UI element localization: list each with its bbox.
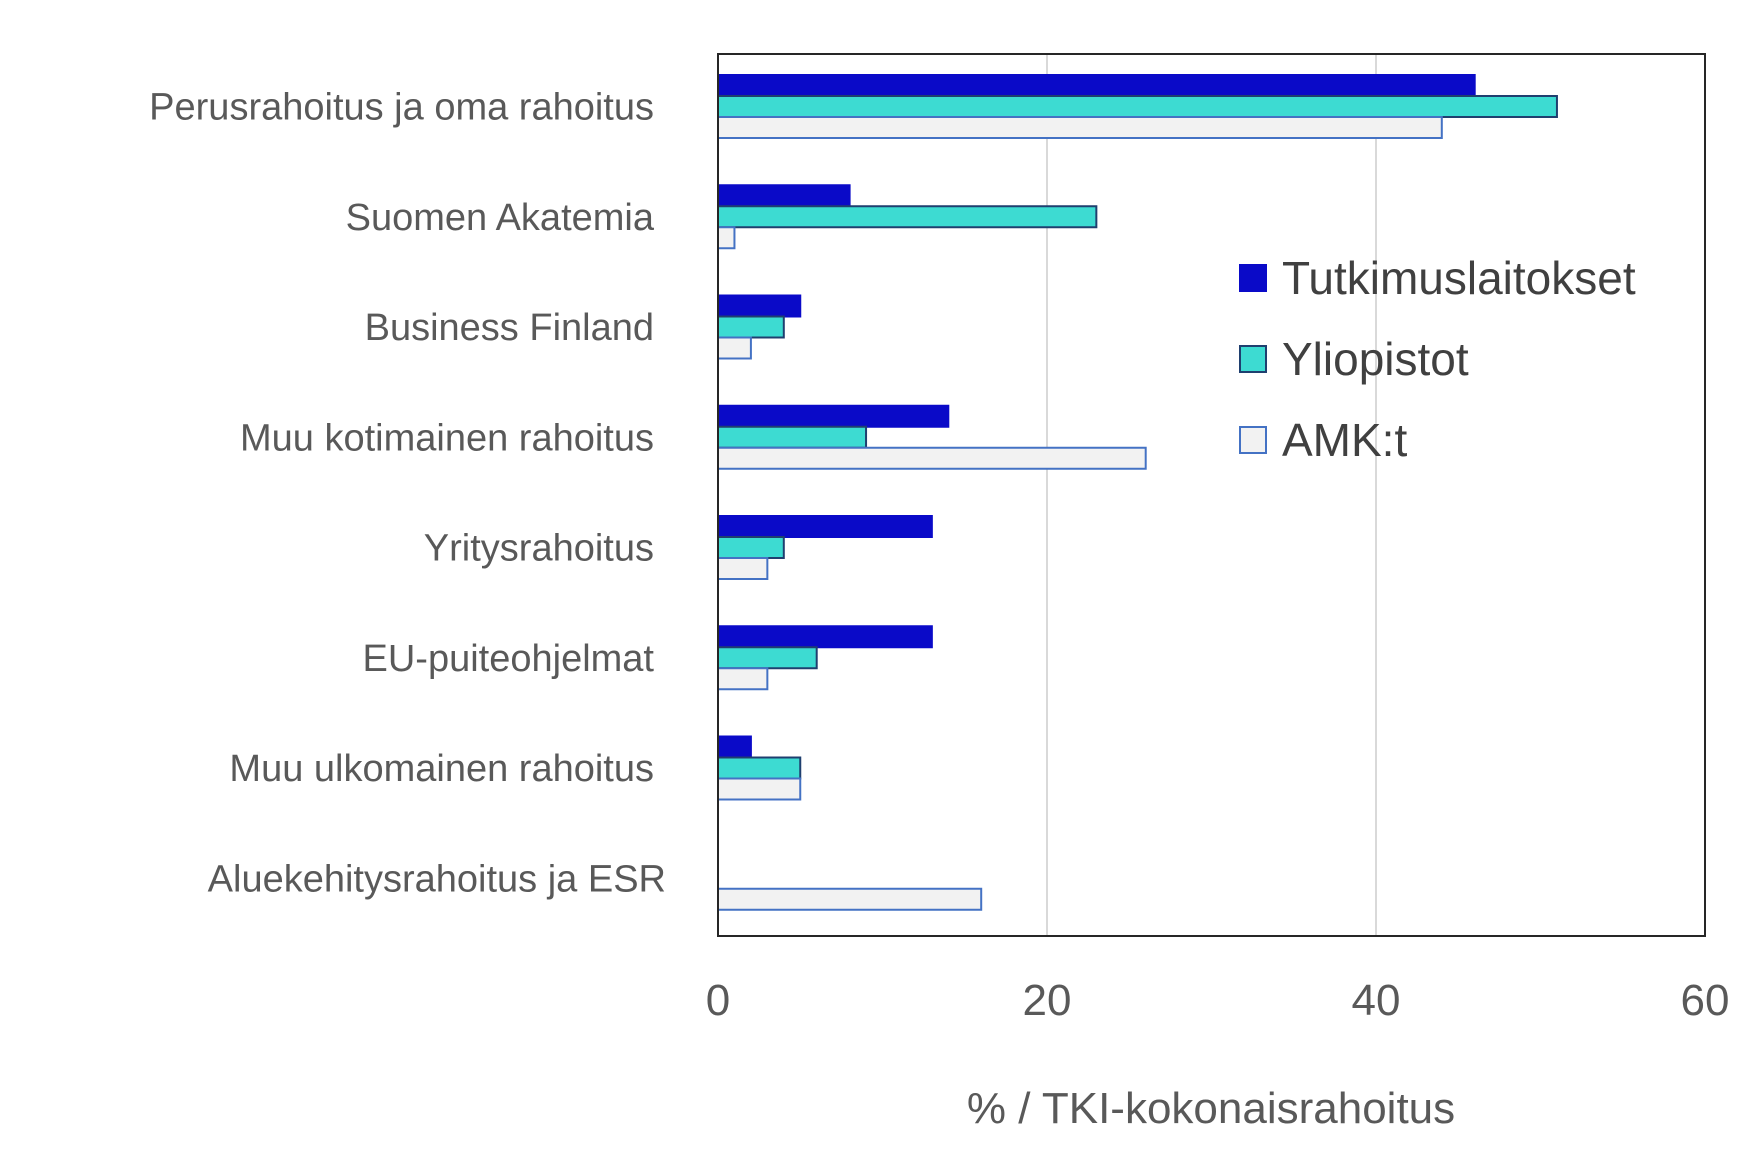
bar-amk-t-3 bbox=[717, 336, 752, 360]
bar-tutkimuslaitokset-2 bbox=[717, 184, 851, 208]
bar-yliopistot-4 bbox=[717, 425, 868, 449]
category-label: Muu ulkomainen rahoitus bbox=[229, 748, 654, 790]
category-label: Suomen Akatemia bbox=[346, 197, 655, 239]
bar-yliopistot-5 bbox=[717, 536, 785, 559]
category-labels: Perusrahoitus ja oma rahoitus Suomen Akat… bbox=[149, 87, 666, 901]
bar-yliopistot-7 bbox=[717, 756, 802, 780]
bar-amk-t-1 bbox=[717, 116, 1443, 139]
bars bbox=[717, 74, 1558, 911]
plot-area-frame bbox=[717, 53, 1706, 937]
bar-yliopistot-1 bbox=[717, 95, 1558, 118]
legend-swatch bbox=[1239, 345, 1267, 373]
gridlines bbox=[1046, 54, 1377, 936]
bar-amk-t-2 bbox=[717, 226, 736, 250]
bar-amk-t-6 bbox=[717, 667, 769, 691]
category-label: Muu kotimainen rahoitus bbox=[240, 417, 654, 459]
bar-yliopistot-3 bbox=[717, 315, 785, 339]
category-label: Perusrahoitus ja oma rahoitus bbox=[149, 87, 654, 129]
legend-swatch bbox=[1239, 426, 1267, 454]
category-label: Yritysrahoitus bbox=[424, 528, 654, 570]
category-label: EU-puiteohjelmat bbox=[363, 638, 655, 680]
x-tick-label: 60 bbox=[1681, 976, 1730, 1025]
bar-yliopistot-2 bbox=[717, 205, 1098, 229]
bar-tutkimuslaitokset-3 bbox=[717, 294, 802, 318]
bar-amk-t-7 bbox=[717, 777, 802, 801]
legend: Tutkimuslaitokset Yliopistot AMK:t bbox=[1239, 252, 1636, 466]
x-tick-label: 20 bbox=[1023, 976, 1072, 1025]
category-label: Aluekehitysrahoitus ja ESR bbox=[208, 858, 666, 900]
x-tick-label: 40 bbox=[1352, 976, 1401, 1025]
bar-tutkimuslaitokset-4 bbox=[717, 404, 950, 428]
bar-tutkimuslaitokset-1 bbox=[717, 74, 1476, 97]
bar-tutkimuslaitokset-6 bbox=[717, 625, 933, 649]
x-tick-labels: 0 20 40 60 bbox=[706, 976, 1730, 1025]
bar-tutkimuslaitokset-5 bbox=[717, 515, 933, 538]
legend-label: AMK:t bbox=[1282, 414, 1407, 466]
category-label: Business Finland bbox=[365, 307, 654, 349]
bar-amk-t-5 bbox=[717, 557, 769, 580]
legend-swatch bbox=[1239, 264, 1267, 292]
bar-yliopistot-6 bbox=[717, 646, 818, 670]
x-axis-title: % / TKI-kokonaisrahoitus bbox=[967, 1084, 1455, 1133]
legend-label: Tutkimuslaitokset bbox=[1282, 252, 1636, 304]
bar-amk-t-4 bbox=[717, 446, 1147, 470]
bar-amk-t-8 bbox=[717, 887, 983, 911]
bar-tutkimuslaitokset-7 bbox=[717, 735, 752, 759]
x-tick-label: 0 bbox=[706, 976, 730, 1025]
legend-label: Yliopistot bbox=[1282, 333, 1469, 385]
